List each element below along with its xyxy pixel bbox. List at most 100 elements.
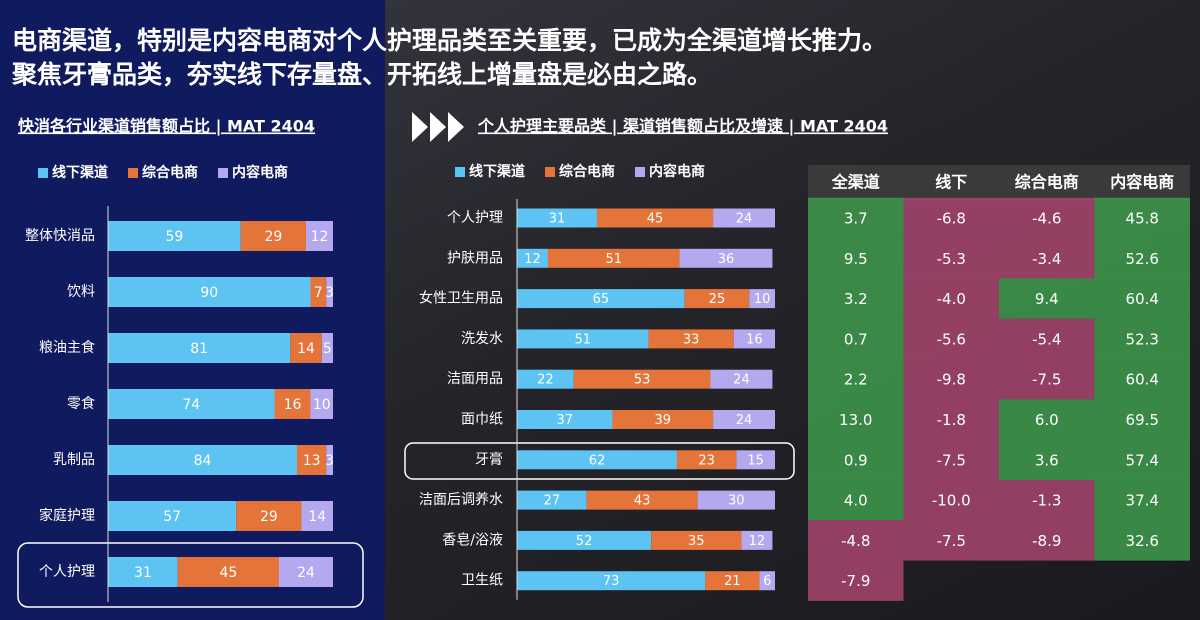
category-label: 饮料 [67,284,95,300]
data-label: 14 [297,341,315,357]
category-label: 乳制品 [53,452,95,468]
bar-segment [108,445,297,475]
table-value: 52.3 [1126,330,1159,348]
highlight-box [404,442,795,480]
data-label: 10 [313,397,331,413]
data-label: 51 [605,252,622,267]
table-value: 4.0 [844,492,868,510]
legend-swatch [635,167,645,177]
table-cell [903,318,999,360]
table-cell [999,238,1095,279]
legend-label: 线下渠道 [469,163,525,180]
table-value: -4.6 [1032,210,1061,228]
data-label: 31 [549,212,566,227]
bar-segment [648,329,734,349]
table-cell [1094,439,1190,480]
bar-segment [517,369,574,389]
table-cell [808,278,904,319]
table-value: 32.6 [1126,532,1159,550]
bar-segment [713,410,775,429]
table-header-bg [808,165,1190,201]
bar-segment [290,333,322,363]
table-value: 9.4 [1035,290,1059,308]
bar-segment [517,530,652,550]
bar-segment [517,289,685,309]
category-label: 卫生纸 [461,573,503,589]
table-cell [903,439,999,480]
data-label: 31 [134,565,152,581]
table-value: -9.8 [937,371,966,389]
table-value: 69.5 [1126,411,1159,429]
table-value: 45.8 [1126,210,1159,228]
table-cell [999,399,1095,440]
bar-segment [108,557,178,587]
table-value: 52.6 [1126,250,1159,268]
bar-segment [236,501,302,531]
bar-segment [326,277,333,307]
table-value: 3.7 [844,210,868,228]
category-label: 零食 [67,395,95,412]
table-cell [808,197,904,239]
data-label: 3 [325,285,334,301]
data-label: 45 [647,212,664,227]
data-label: 52 [576,534,593,549]
legend-swatch [545,167,555,177]
category-label: 护肤用品 [447,250,503,266]
legend-swatch [455,167,465,177]
legend-swatch [38,168,48,178]
bar-segment [108,389,275,419]
table-header: 综合电商 [1015,173,1079,192]
category-label: 整体快消品 [25,228,95,244]
table-cell [808,479,904,521]
bar-segment [177,557,279,587]
bar-segment [759,571,775,591]
data-label: 90 [200,285,218,301]
bar-segment [310,389,333,419]
bar-segment [676,450,737,470]
data-label: 33 [683,332,700,347]
headline: 电商渠道，特别是内容电商对个人护理品类至关重要，已成为全渠道增长推力。 [12,26,887,55]
table-value: 13.0 [839,411,872,429]
table-cell [808,560,904,601]
legend-label: 综合电商 [559,163,615,180]
table-cell [808,520,904,561]
bar-segment [741,530,773,550]
table-value: -7.9 [841,572,870,590]
data-label: 16 [284,397,302,413]
table-cell [903,278,999,319]
table-cell [903,479,999,521]
category-label: 洗发水 [461,331,503,347]
table-cell [999,278,1095,319]
bar-segment [240,221,306,251]
legend-swatch [218,168,228,178]
bar-segment [596,208,714,228]
data-label: 24 [297,565,315,581]
bar-segment [301,501,333,531]
bar-segment [684,289,750,309]
bar-segment [612,410,714,429]
table-value: 2.2 [844,371,868,389]
data-label: 6 [763,574,771,589]
table-value: 57.4 [1126,451,1159,469]
table-value: 60.4 [1126,290,1159,308]
bar-segment [517,329,649,349]
data-label: 57 [163,509,181,525]
bar-segment [321,333,333,363]
table-cell [999,520,1095,561]
category-label: 女性卫生用品 [419,290,503,307]
table-cell [903,359,999,400]
data-label: 23 [698,453,715,468]
bar-segment [517,450,677,470]
table-value: -8.9 [1032,532,1061,550]
table-cell [999,479,1095,521]
table-value: 9.5 [844,250,868,268]
bar-segment [705,571,760,591]
table-cell [1094,197,1190,239]
bar-segment [710,369,773,389]
table-value: 3.2 [844,290,868,308]
table-value: -10.0 [932,492,971,510]
data-label: 12 [524,252,541,267]
table-cell [808,439,904,480]
bar-segment [274,389,311,419]
bar-segment [736,450,775,470]
